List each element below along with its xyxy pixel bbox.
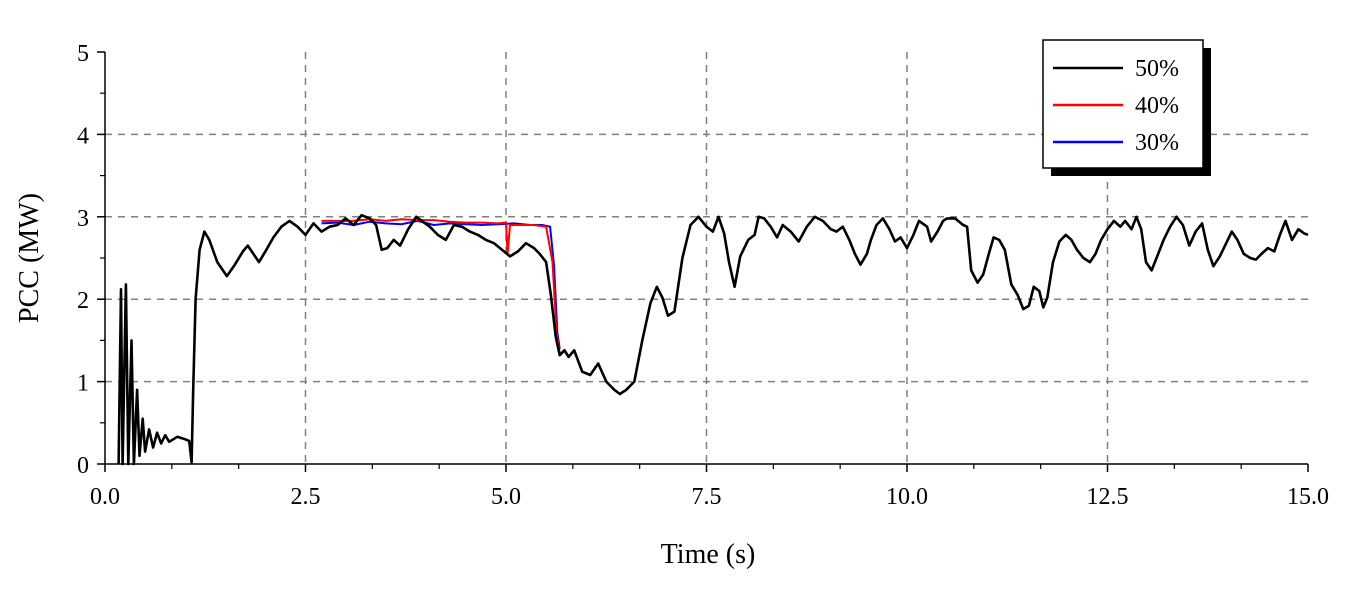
axes: 0.0 2.5 5.0 7.5 10.0 12.5 15.0 0 1 2 3 4 5 <box>77 41 1329 510</box>
y-tick-label: 3 <box>77 206 89 232</box>
y-tick-label: 1 <box>77 371 89 397</box>
y-tick-label: 2 <box>77 288 89 314</box>
x-tick-label: 10.0 <box>886 484 928 510</box>
x-axis-title: Time (s) <box>661 539 756 570</box>
legend: 50% 40% 30% <box>1042 39 1211 176</box>
x-tick-label: 7.5 <box>692 484 722 510</box>
x-tick-label: 5.0 <box>491 484 521 510</box>
y-tick-label: 5 <box>77 41 89 67</box>
x-tick-label: 15.0 <box>1287 484 1329 510</box>
y-axis-title: PCC (MW) <box>14 193 45 323</box>
series-line-50pct <box>117 213 1309 466</box>
legend-label: 30% <box>1135 130 1179 156</box>
series-line-30pct <box>321 219 561 349</box>
x-tick-label: 12.5 <box>1087 484 1129 510</box>
y-tick-label: 4 <box>77 123 89 149</box>
x-tick-label: 2.5 <box>291 484 321 510</box>
x-tick-label: 0.0 <box>90 484 120 510</box>
series-layer <box>117 213 1309 466</box>
legend-label: 40% <box>1135 93 1179 119</box>
y-tick-label: 0 <box>77 453 89 479</box>
series-line-40pct <box>321 218 561 353</box>
legend-label: 50% <box>1135 56 1179 82</box>
